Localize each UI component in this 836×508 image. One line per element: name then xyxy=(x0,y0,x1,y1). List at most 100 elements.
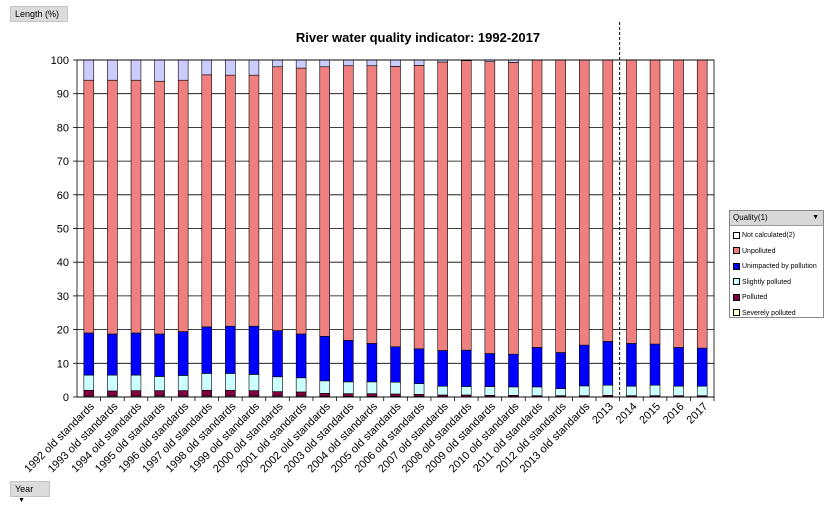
bar-segment xyxy=(413,65,425,350)
bar-segment xyxy=(649,59,661,345)
bar-segment xyxy=(413,394,425,397)
bar-segment xyxy=(531,347,543,388)
bar-segment xyxy=(83,79,95,334)
year-field-label: Year xyxy=(15,484,34,494)
bar-segment xyxy=(413,383,425,395)
y-tick-label: 90 xyxy=(57,89,69,101)
bar-segment xyxy=(319,66,330,337)
bar-segment xyxy=(390,393,401,397)
x-tick-label: 2016 xyxy=(661,401,687,427)
legend-swatch xyxy=(733,309,740,317)
legend-swatch xyxy=(733,293,740,301)
bar-segment xyxy=(201,59,213,76)
legend-label: Polluted xyxy=(742,294,768,301)
bar-segment xyxy=(319,380,330,394)
bar-segment xyxy=(461,386,472,396)
bar-segment xyxy=(177,331,189,376)
bar-segment xyxy=(154,376,165,391)
x-tick-label: 2017 xyxy=(685,401,711,427)
bar-segment xyxy=(390,59,401,67)
legend-label: Unimpacted by pollution xyxy=(742,263,817,270)
bar-segment xyxy=(461,60,472,351)
year-field-button[interactable]: Year ▼ xyxy=(10,481,50,504)
legend-label: Severely polluted xyxy=(742,309,796,317)
legend-swatch xyxy=(733,278,740,286)
bar-segment xyxy=(673,385,684,396)
legend-item: Slightly polluted xyxy=(733,278,791,287)
bar-segment xyxy=(343,381,354,394)
bar-segment xyxy=(319,336,330,382)
bar-segment xyxy=(649,384,661,396)
legend-quality-dropdown[interactable]: Quality(1) ▼ xyxy=(730,211,823,226)
bar-segment xyxy=(673,59,684,348)
y-tick-label: 80 xyxy=(57,122,69,134)
legend-label: Slightly polluted xyxy=(742,278,792,286)
bar-segment xyxy=(107,390,118,397)
x-tick-label: 2013 xyxy=(590,401,616,427)
bar-segment xyxy=(177,375,189,391)
bar-segment xyxy=(437,385,448,396)
bar-segment xyxy=(413,59,425,66)
bars xyxy=(83,59,708,398)
y-tick-label: 20 xyxy=(57,325,69,337)
dropdown-arrow-icon: ▼ xyxy=(812,214,819,221)
x-tick-label: 2014 xyxy=(614,401,640,427)
bar-segment xyxy=(248,390,260,397)
chart-title: River water quality indicator: 1992-2017 xyxy=(296,30,540,45)
bar-segment xyxy=(696,59,708,349)
bar-segment xyxy=(225,389,236,397)
legend-item: Not calculated(2) xyxy=(733,231,795,240)
bar-segment xyxy=(366,381,378,394)
bar-segment xyxy=(154,80,165,335)
bar-segment xyxy=(272,330,283,378)
bar-segment xyxy=(272,59,283,68)
bar-segment xyxy=(295,333,307,379)
bar-segment xyxy=(248,59,260,76)
bar-segment xyxy=(531,386,543,396)
bar-segment xyxy=(272,391,283,397)
bar-segment xyxy=(578,385,590,396)
bar-segment xyxy=(225,74,236,327)
bar-segment xyxy=(390,381,401,395)
bar-segment xyxy=(578,344,590,387)
y-tick-label: 60 xyxy=(57,190,69,202)
bar-segment xyxy=(390,346,401,383)
bar-segment xyxy=(225,325,236,374)
bar-segment xyxy=(602,341,614,386)
bar-segment xyxy=(508,353,519,388)
legend-item: Unimpacted by pollution xyxy=(733,262,817,271)
bar-segment xyxy=(107,59,118,81)
y-tick-label: 70 xyxy=(57,156,69,168)
legend-item: Polluted xyxy=(733,293,767,302)
bar-segment xyxy=(177,59,189,81)
legend: Quality(1) ▼ Not calculated(2) Unpolluted… xyxy=(729,210,824,318)
bar-segment xyxy=(555,59,566,353)
bar-segment xyxy=(295,377,307,393)
bar-segment xyxy=(390,66,401,348)
bar-segment xyxy=(248,74,260,327)
y-tick-label: 30 xyxy=(57,291,69,303)
bar-segment xyxy=(248,325,260,375)
bar-segment xyxy=(225,59,236,76)
bar-segment xyxy=(508,386,519,396)
bar-segment xyxy=(626,385,637,396)
bar-segment xyxy=(248,374,260,391)
bar-segment xyxy=(413,348,425,384)
y-tick-label: 10 xyxy=(57,358,69,370)
legend-item: Severely polluted xyxy=(733,309,796,318)
bar-segment xyxy=(555,388,566,396)
bar-segment xyxy=(366,65,378,344)
bar-segment xyxy=(177,79,189,332)
bar-segment xyxy=(366,59,378,67)
length-field-button[interactable]: Length (%) xyxy=(10,6,68,22)
bar-segment xyxy=(177,390,189,397)
bar-segment xyxy=(484,353,496,387)
bar-segment xyxy=(130,79,142,334)
bar-segment xyxy=(83,389,95,397)
legend-label: Not calculated(2) xyxy=(742,232,795,239)
bar-segment xyxy=(484,61,496,354)
bar-segment xyxy=(201,373,213,391)
y-tick-label: 0 xyxy=(63,392,69,404)
bar-segment xyxy=(437,350,448,387)
bar-segment xyxy=(343,393,354,397)
